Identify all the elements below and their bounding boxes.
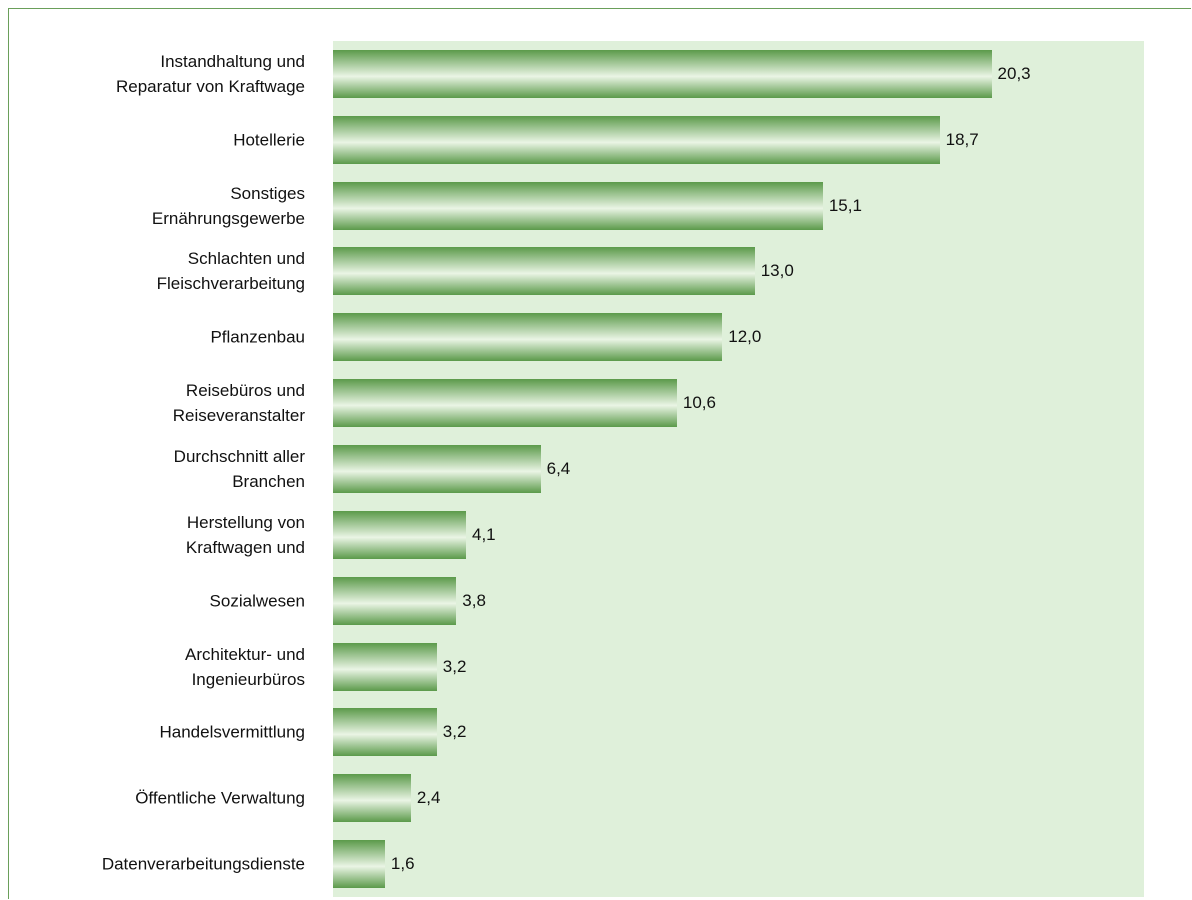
y-tick-label: Schlachten und Fleischverarbeitung — [156, 249, 305, 294]
value-label: 13,0 — [760, 261, 794, 281]
plot-area: 20,3 18,7 15,1 13,0 12,0 10,6 6,4 4,1 3,8 3,2 3,2 2… — [333, 41, 1144, 897]
y-tick-label: Pflanzenbau — [210, 327, 305, 347]
y-tick-label: Reisebüros und Reiseveranstalter — [172, 381, 305, 426]
value-label: 18,7 — [945, 129, 979, 149]
y-tick-label: Durchschnitt aller Branchen — [173, 447, 305, 491]
y-tick-label: Architektur- und Ingenieurbüros — [185, 644, 305, 689]
bar — [333, 510, 466, 559]
bar — [333, 247, 755, 296]
y-tick-label: Sonstiges Ernährungsgewerbe — [151, 183, 305, 228]
y-tick-label: Datenverarbeitungsdienste — [101, 854, 305, 874]
y-tick-label: Hotellerie — [233, 130, 305, 150]
bar — [333, 379, 677, 428]
value-label: 3,2 — [442, 722, 467, 742]
bar — [333, 576, 457, 625]
value-label: 12,0 — [728, 327, 762, 347]
y-tick-label: Instandhaltung und Reparatur von Kraftwa… — [116, 51, 305, 96]
value-label: 20,3 — [997, 63, 1031, 83]
y-tick-label: Handelsvermittlung — [159, 722, 305, 742]
bar — [333, 642, 437, 691]
bar — [333, 49, 992, 98]
value-label: 3,2 — [442, 656, 467, 676]
bar — [333, 115, 940, 164]
value-label: 1,6 — [390, 854, 415, 874]
value-label: 2,4 — [416, 788, 441, 808]
chart: 20,3 18,7 15,1 13,0 12,0 10,6 6,4 4,1 3,8 3,2 3,2 2… — [8, 8, 1191, 899]
value-label: 3,8 — [462, 590, 486, 610]
bar — [333, 444, 541, 494]
bar — [333, 774, 411, 823]
bar — [333, 840, 385, 889]
value-label: 4,1 — [472, 524, 496, 544]
value-label: 10,6 — [682, 393, 716, 413]
bar — [333, 313, 723, 362]
y-tick-label: Sozialwesen — [209, 591, 305, 611]
bar — [333, 181, 823, 230]
value-label: 15,1 — [828, 195, 862, 215]
y-tick-label: Öffentliche Verwaltung — [135, 788, 305, 808]
y-tick-label: Herstellung von Kraftwagen und — [185, 512, 305, 557]
value-label: 6,4 — [546, 459, 571, 478]
bar — [333, 708, 437, 757]
